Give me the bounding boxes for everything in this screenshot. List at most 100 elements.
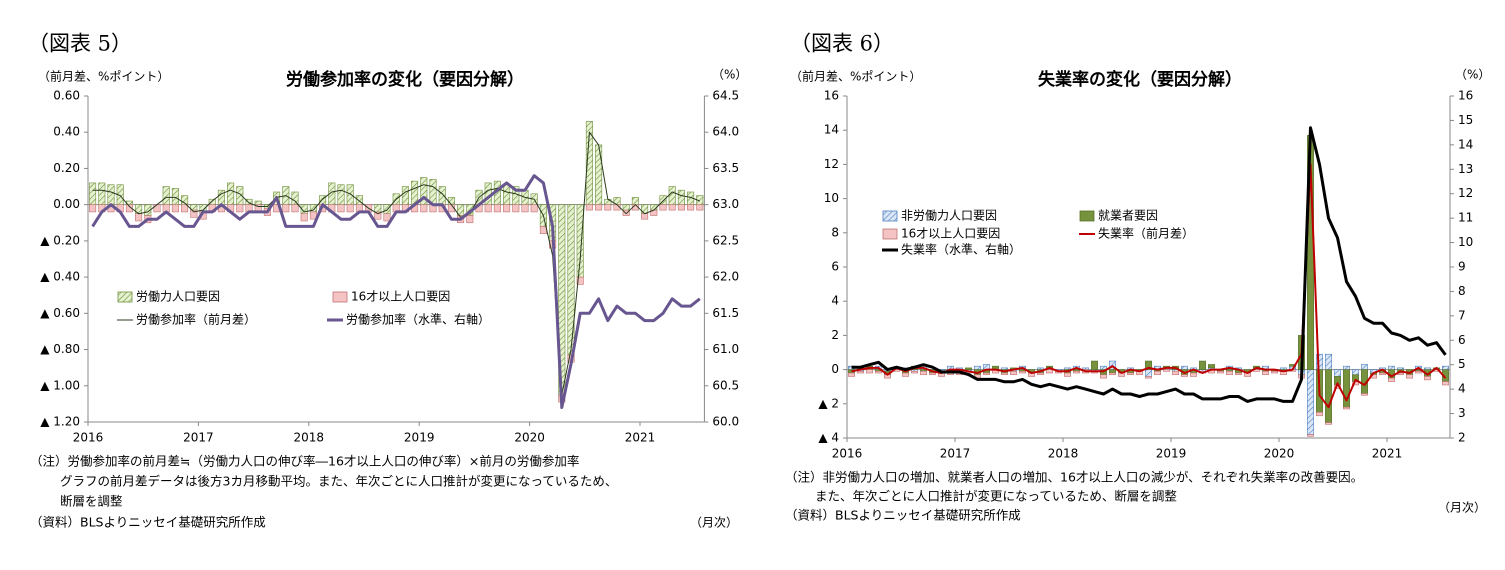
legend-label: 労働参加率（水準、右軸）: [346, 312, 490, 327]
legend-box: [112, 284, 532, 334]
bar: [1361, 364, 1368, 370]
y-tick-label: 0.00: [53, 197, 80, 211]
y2-tick-label: 9: [1458, 260, 1466, 274]
bar: [1037, 372, 1044, 376]
bar: [282, 204, 290, 213]
bar: [1442, 365, 1449, 370]
bar: [677, 204, 685, 211]
bar: [1325, 422, 1332, 425]
bar: [622, 204, 630, 211]
y2-tick-label: 7: [1458, 308, 1466, 322]
y2-tick-label: 60.5: [712, 378, 739, 392]
legend-label: 失業率（前月差）: [1098, 226, 1194, 241]
line: [851, 126, 1447, 403]
bar: [291, 204, 299, 213]
y2-tick-label: 10: [1458, 235, 1473, 249]
bar: [1190, 372, 1197, 377]
bar: [503, 204, 511, 213]
legend-label: 就業者要因: [1098, 209, 1158, 223]
figure-label: （図表 6）: [790, 32, 894, 56]
x-tick-label: 2016: [832, 447, 863, 461]
bar: [911, 371, 918, 374]
bar: [171, 204, 179, 213]
bar: [1388, 377, 1395, 382]
y2-tick-label: 15: [1458, 113, 1473, 127]
y2-tick-label: 62.0: [712, 270, 739, 284]
bar: [1145, 376, 1152, 379]
bar: [567, 204, 575, 356]
bar: [1181, 374, 1188, 377]
bar: [1316, 412, 1323, 417]
bar: [401, 186, 409, 205]
bar: [604, 204, 612, 211]
bar: [1172, 371, 1179, 376]
y-tick-label: 0.20: [53, 161, 80, 175]
bar: [1271, 371, 1278, 374]
bar: [337, 204, 345, 213]
line: [92, 131, 700, 396]
y-tick-label: ▲ 1.00: [40, 378, 80, 392]
bar: [1325, 353, 1332, 370]
y2-tick-label: 62.5: [712, 233, 739, 247]
bar: [1019, 371, 1026, 374]
bar: [1442, 381, 1449, 386]
bar: [1325, 369, 1332, 423]
y2-tick-label: 6: [1458, 333, 1466, 347]
y-tick-label: 8: [831, 225, 839, 239]
y-tick-label: ▲ 0.60: [40, 306, 80, 320]
bar: [848, 372, 855, 377]
bar: [162, 186, 170, 205]
chart-title: 労働参加率の変化（要因分解）: [286, 69, 524, 90]
line: [91, 174, 701, 409]
y2-tick-label: 63.5: [712, 161, 739, 175]
bar: [920, 371, 927, 376]
y-tick-label: ▲ 0.20: [40, 233, 80, 247]
bar: [420, 204, 428, 213]
bar: [503, 184, 511, 205]
bar: [466, 215, 474, 224]
bar: [346, 204, 354, 213]
bar: [181, 204, 189, 213]
bar: [1262, 371, 1269, 376]
y-tick-label: 10: [824, 191, 839, 205]
bar: [383, 204, 391, 215]
bar: [374, 204, 382, 213]
bar: [1343, 369, 1350, 408]
bar: [291, 191, 299, 205]
figure-label: （図表 5）: [28, 32, 132, 56]
bar: [337, 184, 345, 205]
bar: [1406, 374, 1413, 379]
y2-axis-label: （%）: [712, 68, 747, 82]
bar: [300, 213, 308, 222]
bar: [227, 182, 235, 205]
x-tick-label: 2018: [294, 431, 325, 445]
chart-title: 失業率の変化（要因分解）: [1038, 69, 1242, 90]
y2-tick-label: 64.5: [712, 89, 739, 103]
bar: [1334, 369, 1341, 377]
bar: [668, 204, 676, 211]
bar: [429, 179, 437, 205]
bar: [857, 371, 864, 374]
note: （注）労働参加率の前月差≒（労働力人口の伸び率―16才以上人口の伸び率）×前月の…: [30, 454, 579, 469]
bar: [89, 204, 97, 213]
bar: [677, 189, 685, 205]
line: [851, 163, 1447, 409]
y2-tick-label: 5: [1458, 357, 1466, 371]
bar: [190, 209, 198, 218]
bar: [438, 186, 446, 205]
bar: [107, 184, 115, 205]
y-tick-label: ▲ 0.40: [40, 270, 80, 284]
y-tick-label: ▲ 2: [818, 396, 839, 410]
y-tick-label: 6: [831, 260, 839, 274]
bar: [374, 211, 382, 220]
bar: [974, 365, 981, 370]
legend-swatch: [117, 291, 133, 303]
bar: [1145, 360, 1152, 370]
bar: [217, 189, 225, 205]
x-tick-label: 2017: [183, 431, 214, 445]
legend-swatch: [1079, 210, 1095, 222]
bar: [530, 204, 538, 213]
bar: [668, 186, 676, 205]
